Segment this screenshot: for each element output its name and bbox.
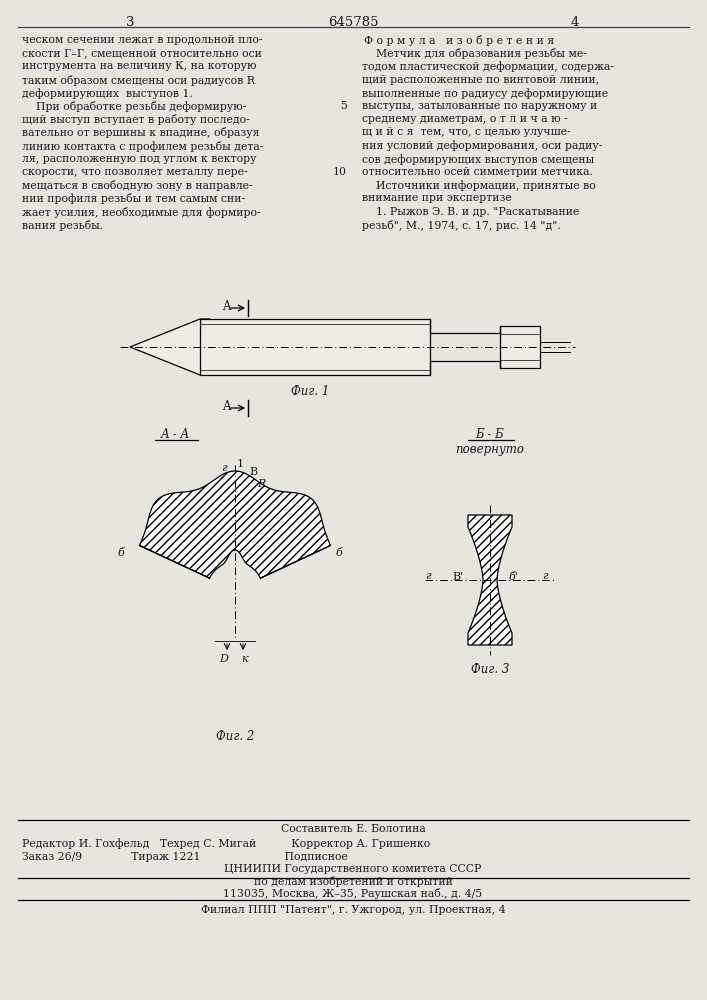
Text: Составитель Е. Болотина: Составитель Е. Болотина <box>281 824 426 834</box>
Text: Ф о р м у л а   и з о б р е т е н и я: Ф о р м у л а и з о б р е т е н и я <box>364 35 554 46</box>
Text: R: R <box>257 479 265 489</box>
Text: жает усилия, необходимые для формиро-: жает усилия, необходимые для формиро- <box>22 207 261 218</box>
Text: 10: 10 <box>333 167 347 177</box>
Text: ния условий деформирования, оси радиу-: ния условий деформирования, оси радиу- <box>362 141 602 151</box>
Text: 4: 4 <box>571 16 579 29</box>
Text: ческом сечении лежат в продольной пло-: ческом сечении лежат в продольной пло- <box>22 35 262 45</box>
Text: таким образом смещены оси радиусов R: таким образом смещены оси радиусов R <box>22 75 255 86</box>
Text: вания резьбы.: вания резьбы. <box>22 220 103 231</box>
Text: В: В <box>249 467 257 477</box>
Text: A: A <box>222 300 230 313</box>
Text: г: г <box>221 463 227 473</box>
Text: При обработке резьбы деформирую-: При обработке резьбы деформирую- <box>22 101 246 112</box>
Polygon shape <box>130 319 210 375</box>
Text: Метчик для образования резьбы ме-: Метчик для образования резьбы ме- <box>362 48 587 59</box>
Polygon shape <box>468 515 512 645</box>
Text: тодом пластической деформации, содержа-: тодом пластической деформации, содержа- <box>362 61 614 72</box>
Polygon shape <box>200 319 430 375</box>
Text: сов деформирующих выступов смещены: сов деформирующих выступов смещены <box>362 154 595 165</box>
Text: выполненные по радиусу деформирующие: выполненные по радиусу деформирующие <box>362 88 608 99</box>
Text: ЦНИИПИ Государственного комитета СССР: ЦНИИПИ Государственного комитета СССР <box>224 864 481 874</box>
Text: г: г <box>542 571 548 581</box>
Text: линию контакта с профилем резьбы дета-: линию контакта с профилем резьбы дета- <box>22 141 264 152</box>
Polygon shape <box>139 471 330 578</box>
Text: б: б <box>117 548 124 558</box>
Text: г: г <box>425 571 431 581</box>
Text: нии профиля резьбы и тем самым сни-: нии профиля резьбы и тем самым сни- <box>22 193 245 204</box>
Text: А - А: А - А <box>160 428 189 441</box>
Text: б: б <box>335 548 342 558</box>
Text: щий расположенные по винтовой линии,: щий расположенные по винтовой линии, <box>362 75 599 85</box>
Text: резьб", М., 1974, с. 17, рис. 14 "д".: резьб", М., 1974, с. 17, рис. 14 "д". <box>362 220 561 231</box>
Text: инструмента на величину К, на которую: инструмента на величину К, на которую <box>22 61 257 71</box>
Text: скости Г–Г, смещенной относительно оси: скости Г–Г, смещенной относительно оси <box>22 48 262 58</box>
Text: к: к <box>241 654 247 664</box>
Text: вательно от вершины к впадине, образуя: вательно от вершины к впадине, образуя <box>22 127 259 138</box>
Text: относительно осей симметрии метчика.: относительно осей симметрии метчика. <box>362 167 593 177</box>
Text: 5: 5 <box>340 101 347 111</box>
Polygon shape <box>500 326 540 368</box>
Text: 113035, Москва, Ж–35, Раушская наб., д. 4/5: 113035, Москва, Ж–35, Раушская наб., д. … <box>223 888 483 899</box>
Text: внимание при экспертизе: внимание при экспертизе <box>362 193 512 203</box>
Text: выступы, затылованные по наружному и: выступы, затылованные по наружному и <box>362 101 597 111</box>
Text: D: D <box>219 654 228 664</box>
Text: 3: 3 <box>126 16 134 29</box>
Text: деформирующих  выступов 1.: деформирующих выступов 1. <box>22 88 193 99</box>
Text: Фиг. 1: Фиг. 1 <box>291 385 329 398</box>
Text: мещаться в свободную зону в направле-: мещаться в свободную зону в направле- <box>22 180 252 191</box>
Text: Заказ 26/9              Тираж 1221                        Подписное: Заказ 26/9 Тираж 1221 Подписное <box>22 852 348 862</box>
Text: Фиг. 3: Фиг. 3 <box>471 663 509 676</box>
Text: среднему диаметрам, о т л и ч а ю -: среднему диаметрам, о т л и ч а ю - <box>362 114 568 124</box>
Text: 1. Рыжов Э. В. и др. "Раскатывание: 1. Рыжов Э. В. и др. "Раскатывание <box>362 207 579 217</box>
Text: щий выступ вступает в работу последо-: щий выступ вступает в работу последо- <box>22 114 250 125</box>
Text: повернуто: повернуто <box>455 443 525 456</box>
Text: б': б' <box>508 572 518 582</box>
Text: ля, расположенную под углом к вектору: ля, расположенную под углом к вектору <box>22 154 257 164</box>
Text: Б - Б: Б - Б <box>476 428 504 441</box>
Text: A: A <box>222 400 230 413</box>
Text: Источники информации, принятые во: Источники информации, принятые во <box>362 180 596 191</box>
Text: по делам изобретений и открытий: по делам изобретений и открытий <box>254 876 452 887</box>
Text: 645785: 645785 <box>328 16 378 29</box>
Text: щ и й с я  тем, что, с целью улучше-: щ и й с я тем, что, с целью улучше- <box>362 127 571 137</box>
Text: скорости, что позволяет металлу пере-: скорости, что позволяет металлу пере- <box>22 167 247 177</box>
Text: В': В' <box>452 572 463 582</box>
Text: Филиал ППП "Патент", г. Ужгород, ул. Проектная, 4: Филиал ППП "Патент", г. Ужгород, ул. Про… <box>201 905 506 915</box>
Text: Редактор И. Гохфельд   Техред С. Мигай          Корректор А. Гришенко: Редактор И. Гохфельд Техред С. Мигай Кор… <box>22 838 431 849</box>
Text: 1: 1 <box>237 459 244 469</box>
Text: Фиг. 2: Фиг. 2 <box>216 730 255 743</box>
